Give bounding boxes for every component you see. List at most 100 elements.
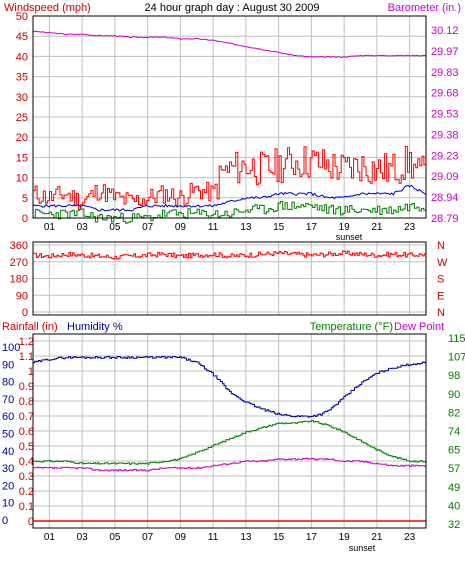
panel-humidity-temperature: Rainfall (in) Humidity % Temperature (°F…: [2, 321, 465, 553]
panel-humidity-temperature-hour-labels: 01 03 05 07 09 11 13 15 17 19 21 23: [44, 532, 416, 543]
hour-tick-label: 23: [404, 222, 416, 233]
humidity-line: [33, 355, 426, 418]
rainfall-tick-label: 0.9: [19, 381, 34, 393]
hour-tick-label: 03: [77, 222, 89, 233]
wind-average-line: [32, 184, 427, 212]
rainfall-tick-label: 0.1: [19, 501, 34, 513]
humidity-tick-label: 40: [2, 446, 14, 458]
temperature-tick-label: 82: [448, 407, 460, 419]
temperature-tick-label: 107: [448, 352, 465, 364]
humidity-axis-label: Humidity %: [67, 321, 123, 333]
barometer-tick-label: 28.94: [431, 192, 459, 204]
hour-tick-label: 19: [339, 222, 351, 233]
hour-tick-label: 21: [371, 222, 383, 233]
direction-compass-tick-label: N: [437, 307, 445, 319]
hour-tick-label: 17: [306, 532, 318, 543]
direction-degree-tick-labels: 360 270 180 90 0: [10, 240, 28, 319]
humidity-tick-label: 100: [2, 342, 20, 354]
direction-degree-tick-label: 0: [22, 307, 28, 319]
windspeed-tick-label: 45: [16, 31, 28, 43]
hour-tick-label: 11: [208, 222, 219, 233]
barometer-tick-label: 29.23: [431, 150, 459, 162]
barometer-tick-label: 29.68: [431, 88, 459, 100]
hour-tick-label: 09: [175, 222, 187, 233]
windspeed-tick-label: 0: [22, 213, 28, 225]
humidity-tick-label: 90: [2, 359, 14, 371]
hour-tick-label: 05: [109, 222, 121, 233]
humidity-tick-label: 10: [2, 498, 14, 510]
panel-wind-barometer-grid: [33, 15, 426, 219]
hour-tick-label: 07: [142, 222, 154, 233]
humidity-tick-label: 80: [2, 377, 14, 389]
hour-tick-label: 19: [339, 532, 351, 543]
windspeed-tick-label: 5: [22, 193, 28, 205]
temperature-tick-label: 115: [448, 333, 465, 345]
rainfall-tick-label: 1.1: [19, 351, 34, 363]
dewpoint-line: [33, 457, 427, 472]
direction-compass-tick-label: S: [437, 274, 444, 286]
temperature-tick-label: 40: [448, 500, 460, 512]
direction-compass-tick-label: E: [437, 290, 444, 302]
temperature-tick-label: 74: [448, 426, 460, 438]
humidity-tick-label: 70: [2, 394, 14, 406]
panel-humidity-temperature-series: [33, 355, 427, 522]
wind-direction-line: [33, 250, 427, 260]
hour-tick-label: 21: [371, 532, 383, 543]
temperature-tick-label: 49: [448, 482, 460, 494]
panel-wind-direction-frame: [32, 241, 427, 316]
barometer-tick-label: 29.83: [431, 67, 459, 79]
barometer-tick-label: 29.09: [431, 171, 459, 183]
windspeed-axis-label: Windspeed (mph): [4, 2, 91, 14]
direction-compass-tick-label: N: [437, 240, 445, 252]
windspeed-tick-label: 30: [16, 92, 28, 104]
panel-wind-direction-grid: [33, 242, 426, 315]
barometer-tick-label: 30.12: [431, 25, 459, 37]
temperature-tick-label: 57: [448, 463, 460, 475]
chart-title: 24 hour graph day : August 30 2009: [145, 2, 320, 14]
panel-wind-barometer: Windspeed (mph) 24 hour graph day : Augu…: [4, 2, 461, 242]
direction-compass-tick-label: W: [437, 257, 448, 269]
panel-wind-barometer-hour-labels: 01 03 05 07 09 11 13 15 17 19 21 23: [44, 222, 416, 233]
windspeed-tick-label: 25: [16, 112, 28, 124]
rainfall-tick-labels: 1.2 1.1 1 0.9 0.8 0.7 0.6 0.5 0.4 0.3 0.2 0.1 0: [19, 336, 34, 528]
humidity-tick-label: 0: [2, 515, 8, 527]
barometer-tick-label: 29.38: [431, 129, 459, 141]
barometer-tick-labels: 30.12 29.97 29.83 29.68 29.53 29.38 29.23 29.09…: [431, 25, 459, 225]
rainfall-tick-label: 0.4: [19, 456, 34, 468]
wind-low-line: [33, 201, 427, 224]
humidity-tick-label: 30: [2, 463, 14, 475]
rainfall-tick-label: 0.3: [19, 471, 34, 483]
direction-degree-tick-label: 270: [10, 257, 28, 269]
hour-tick-label: 09: [175, 532, 187, 543]
rainfall-axis-label: Rainfall (in): [2, 321, 58, 333]
windspeed-tick-label: 35: [16, 72, 28, 84]
panel-wind-barometer-frame: [32, 15, 427, 219]
direction-degree-tick-label: 180: [10, 274, 28, 286]
barometer-axis-label: Barometer (in.): [388, 2, 461, 14]
direction-degree-tick-label: 90: [16, 290, 28, 302]
windspeed-tick-label: 15: [16, 152, 28, 164]
windspeed-tick-label: 40: [16, 51, 28, 63]
sunset-label-top: sunset: [336, 232, 363, 242]
panel-wind-direction-series: [33, 250, 427, 260]
rainfall-tick-label: 0.6: [19, 426, 34, 438]
direction-degree-tick-label: 360: [10, 240, 28, 252]
windspeed-tick-label: 10: [16, 173, 28, 185]
rainfall-tick-label: 0: [28, 516, 34, 528]
rainfall-tick-label: 1: [28, 366, 34, 378]
hour-tick-label: 01: [44, 532, 56, 543]
temperature-tick-label: 98: [448, 370, 460, 382]
hour-tick-label: 07: [142, 532, 154, 543]
temperature-tick-label: 65: [448, 445, 460, 457]
temperature-tick-label: 32: [448, 519, 460, 531]
panel-humidity-temperature-grid: [33, 334, 426, 528]
humidity-tick-label: 60: [2, 411, 14, 423]
hour-tick-label: 11: [208, 532, 219, 543]
rainfall-tick-label: 0.8: [19, 396, 34, 408]
